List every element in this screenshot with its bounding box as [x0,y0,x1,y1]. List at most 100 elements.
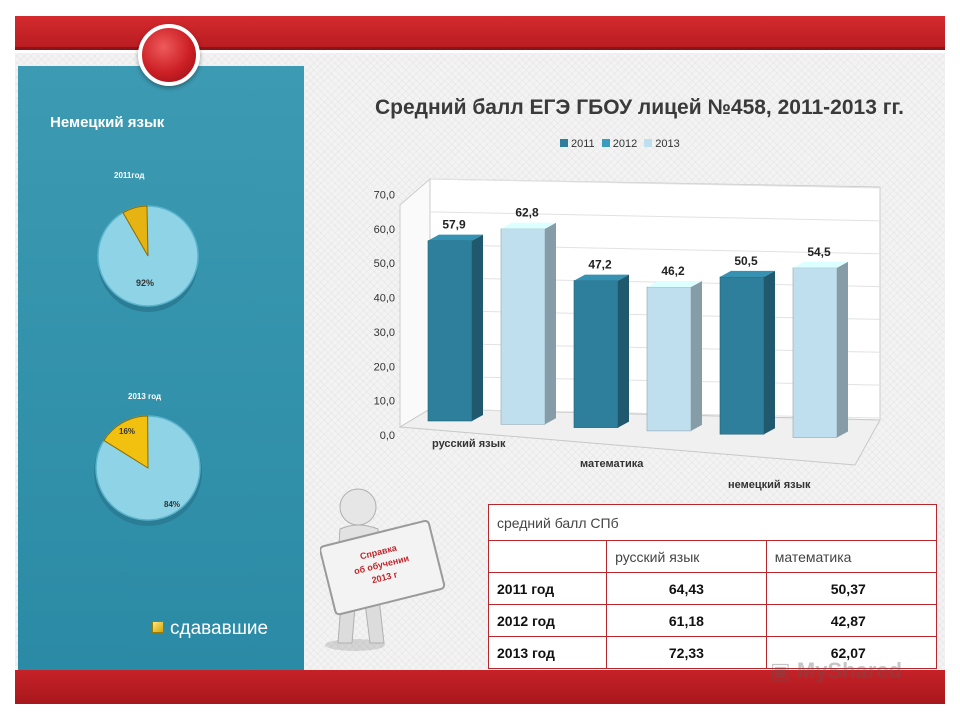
bar-side [545,222,556,425]
pie-chart-2013: 16% 84% [94,415,202,526]
watermark: ▣ MyShared [770,658,902,684]
y-tick-label: 70,0 [374,190,395,202]
table-row-year: 2012 год [487,604,608,637]
gridline [429,178,881,189]
y-tick-label: 20,0 [374,361,395,373]
bar [792,261,848,438]
legend-passed: сдававшие [152,618,268,640]
table-cell-russian: 61,18 [606,604,767,637]
table-row-year: 2013 год [487,636,608,669]
legend-item-2011: 2011 [560,138,595,150]
pie-2013-title: 2013 год [128,392,162,401]
pie-2011-title: 2011год [114,171,145,180]
bar-front [500,228,546,425]
bottom-band [15,670,945,704]
y-tick-label: 0,0 [380,430,395,442]
bar-value-labels: 57,9 62,8 47,2 46,2 50,5 54,5 [442,206,831,278]
table-title-row: средний балл СПб [488,504,937,541]
bar-top [793,261,848,268]
certificate-sign: Справка об обучении 2013 г [320,519,446,616]
bar [646,281,702,432]
bar-side [764,270,775,435]
table-cell-russian: 72,33 [606,636,767,669]
chart-side-wall [399,177,431,428]
bar-front [792,267,838,438]
person-holding-sign-illustration: Справка об обучении 2013 г [320,488,446,651]
bar-front [719,276,765,435]
legend-swatch-icon [152,621,164,633]
category-label-math: математика [580,458,644,470]
table-cell-math: 50,37 [765,572,938,605]
legend-swatch-2011 [560,139,568,147]
bar [427,234,483,422]
chart-title: Средний балл ЕГЭ ГБОУ лицей №458, 2011-2… [375,96,904,119]
table-header-row: русский язык математика [487,540,938,573]
bar [719,270,775,435]
bar-top [501,222,556,229]
bar-value-label: 46,2 [661,264,685,278]
bar [500,222,556,425]
pie-chart-2011: 8% 92% [97,205,199,312]
bar [573,274,629,428]
bar-value-label: 50,5 [734,254,758,268]
table-row: 2013 год 72,33 62,07 [487,636,938,669]
bar-value-label: 57,9 [442,218,466,232]
pie-2011-slice-small [122,205,149,257]
y-tick-label: 60,0 [374,224,395,236]
table-cell-math: 42,87 [765,604,938,637]
table-row: 2012 год 61,18 42,87 [487,604,938,637]
table-header-empty [487,540,608,573]
legend-swatch-2012 [601,139,610,147]
bar-top [720,270,775,277]
category-label-russian: русский язык [432,438,506,450]
bar-top [647,281,702,288]
spb-average-score-table: средний балл СПб русский язык математика… [487,504,938,669]
pie-2013-label-large: 84% [164,500,180,509]
bar-side [691,281,702,431]
table-cell-russian: 64,43 [606,572,767,605]
bar-top [428,234,483,241]
pie-2011-label-large: 92% [136,278,154,288]
bar-side [618,274,629,428]
bar-front [427,240,473,422]
table-header-math: математика [765,540,938,573]
table-header-russian: русский язык [606,540,767,573]
legend-passed-label: сдававшие [170,618,269,639]
bar-chart-3d: 0,0 10,0 20,0 30,0 40,0 50,0 60,0 70,0 57,9 62,8… [374,177,881,491]
y-tick-label: 10,0 [374,396,395,408]
y-tick-label: 30,0 [374,327,395,339]
bar-front [573,280,619,428]
table-cell-math: 62,07 [765,636,938,669]
bar-value-label: 54,5 [807,245,831,259]
left-panel [18,66,304,670]
y-tick-label: 40,0 [374,293,395,305]
gridline [429,211,881,222]
y-tick-label: 50,0 [374,258,395,270]
red-circle-ornament [138,24,200,86]
legend-label-2011: 2011 [571,138,595,150]
legend-swatch-2013 [644,139,653,147]
watermark-icon: ▣ [770,658,797,683]
table-row: 2011 год 64,43 50,37 [487,572,938,605]
y-axis-tick-labels: 0,0 10,0 20,0 30,0 40,0 50,0 60,0 70,0 [374,190,395,443]
table-row-year: 2011 год [487,572,608,605]
legend-item-2013: 2013 [644,138,680,150]
table-title: средний балл СПб [488,504,937,541]
legend-item-2012: 2012 [601,138,638,150]
bar-side [472,234,483,421]
bar-value-label: 62,8 [515,206,539,220]
panel-title: Немецкий язык [50,114,165,131]
bar-front [646,286,692,432]
pie-2013-label-small: 16% [119,427,135,436]
sign-board [320,519,446,616]
chart-legend: 2011 2012 2013 [560,138,684,150]
legend-label-2013: 2013 [655,138,680,150]
bar-side [837,261,848,438]
bar-value-label: 47,2 [588,258,612,272]
bars [427,222,848,438]
category-label-german: немецкий язык [728,479,811,491]
watermark-text: MyShared [796,658,903,683]
legend-label-2012: 2012 [612,138,638,150]
person-head [339,488,377,526]
